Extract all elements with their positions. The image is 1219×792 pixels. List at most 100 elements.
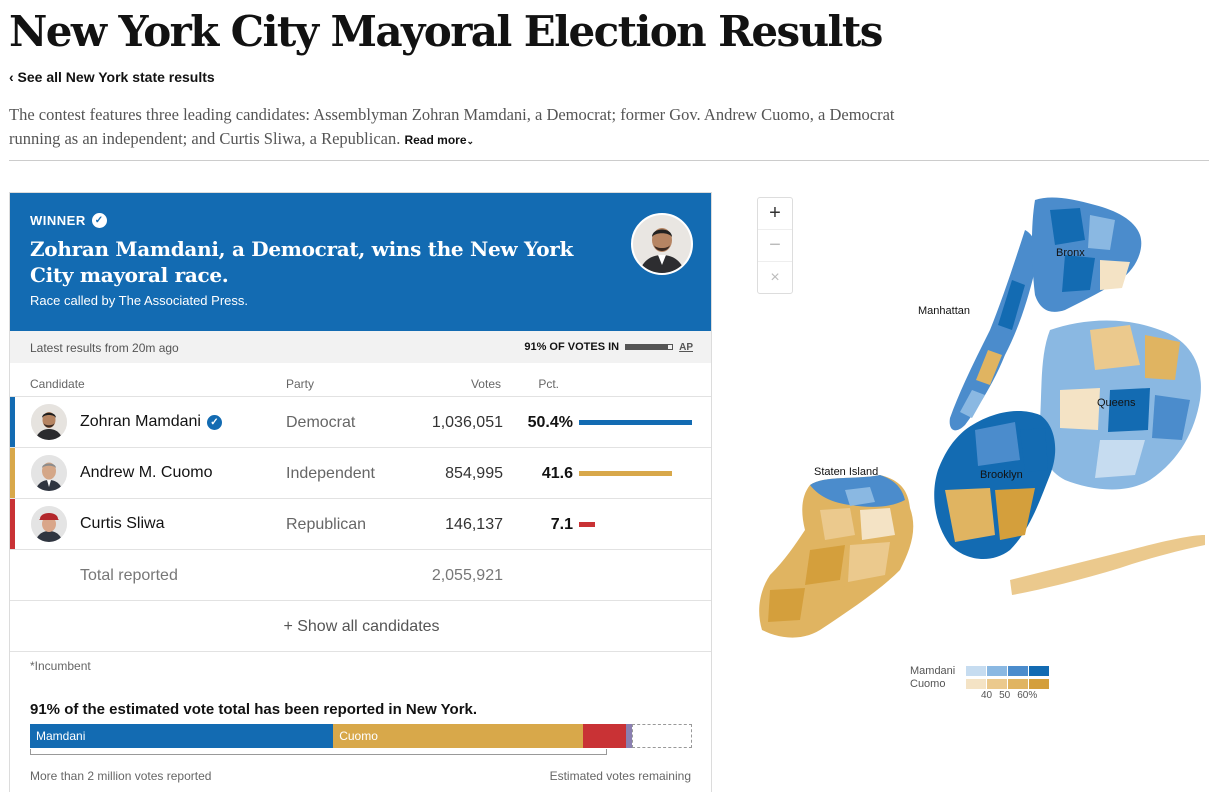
- check-icon: ✓: [91, 213, 107, 228]
- candidate-party: Democrat: [286, 414, 356, 431]
- divider: [9, 160, 1209, 161]
- legend-swatches-cuomo: [966, 678, 1050, 689]
- chevron-down-icon: ⌄: [466, 136, 475, 146]
- votes-reported-label: More than 2 million votes reported: [30, 769, 212, 783]
- pct-bar: [579, 471, 672, 476]
- estimated-vote-heading: 91% of the estimated vote total has been…: [30, 701, 478, 718]
- legend-swatch: [1029, 665, 1049, 676]
- legend-swatch: [1008, 665, 1028, 676]
- candidate-name-text: Zohran Mamdani: [80, 413, 201, 430]
- candidate-name: Curtis Sliwa: [80, 515, 164, 533]
- header-pct: Pct.: [538, 377, 559, 391]
- legend-swatches-mamdani: [966, 665, 1050, 676]
- votes-remaining-label: Estimated votes remaining: [549, 769, 691, 783]
- candidate-party: Independent: [286, 465, 375, 482]
- legend-tick: 50: [999, 690, 1011, 701]
- read-more-link[interactable]: Read more⌄: [404, 133, 474, 147]
- ap-source-link[interactable]: AP: [679, 341, 693, 353]
- total-row: Total reported 2,055,921: [10, 549, 711, 600]
- show-all-candidates-button[interactable]: + Show all candidates: [283, 618, 440, 635]
- avatar: [31, 455, 67, 491]
- map-label-manhattan: Manhattan: [918, 305, 970, 317]
- votes-in-text: 91% OF VOTES IN: [524, 341, 620, 353]
- zoom-in-button[interactable]: +: [758, 198, 792, 230]
- legend-row-cuomo: Cuomo: [910, 677, 1050, 690]
- intro-body: The contest features three leading candi…: [9, 105, 895, 148]
- candidate-votes: 854,995: [445, 465, 503, 482]
- candidate-pct: 41.6: [541, 465, 573, 482]
- votes-in-indicator: 91% OF VOTES IN AP: [524, 341, 693, 353]
- divider: [10, 651, 711, 652]
- incumbent-note: *Incumbent: [30, 659, 91, 673]
- table-row: Curtis Sliwa Republican 146,137 7.1: [10, 498, 711, 549]
- estimated-vote-bar: Mamdani Cuomo: [30, 724, 692, 748]
- read-more-label: Read more: [404, 133, 467, 147]
- map-label-bronx: Bronx: [1056, 247, 1085, 259]
- estimate-segment: Cuomo: [333, 724, 584, 748]
- estimate-remaining-segment: [632, 724, 692, 748]
- legend-swatch: [987, 678, 1007, 689]
- status-bar: Latest results from 20m ago 91% OF VOTES…: [10, 331, 711, 363]
- legend-label-cuomo: Cuomo: [910, 677, 946, 690]
- estimate-segment: Mamdani: [30, 724, 334, 748]
- page-title: New York City Mayoral Election Results: [9, 7, 883, 56]
- winner-photo: [631, 213, 693, 275]
- votes-in-meter: [625, 344, 674, 350]
- legend-swatch: [987, 665, 1007, 676]
- map-legend: Mamdani Cuomo 40 50 60%: [910, 664, 1050, 701]
- legend-swatch: [966, 665, 986, 676]
- map-label-staten-island: Staten Island: [814, 466, 879, 478]
- header-candidate: Candidate: [30, 377, 85, 391]
- nyc-precinct-map[interactable]: [750, 190, 1210, 650]
- results-card: WINNER ✓ Zohran Mamdani, a Democrat, win…: [9, 192, 712, 792]
- legend-tick: 60%: [1017, 690, 1038, 701]
- intro-text: The contest features three leading candi…: [9, 103, 909, 153]
- staten-island-shape: [759, 475, 914, 638]
- legend-swatch: [1029, 678, 1049, 689]
- legend-label-mamdani: Mamdani: [910, 664, 956, 677]
- avatar: [31, 506, 67, 542]
- winner-tag: WINNER ✓: [30, 213, 693, 228]
- winner-banner: WINNER ✓ Zohran Mamdani, a Democrat, win…: [10, 193, 711, 331]
- candidate-pct: 7.1: [550, 516, 573, 533]
- winner-label: WINNER: [30, 213, 86, 228]
- candidate-pct: 50.4%: [527, 414, 573, 431]
- candidate-votes: 146,137: [445, 516, 503, 533]
- zoom-out-button[interactable]: −: [758, 230, 792, 262]
- reported-bracket: [30, 749, 607, 755]
- winner-headline: Zohran Mamdani, a Democrat, wins the New…: [30, 237, 574, 287]
- legend-swatch: [966, 678, 986, 689]
- legend-swatch: [1008, 678, 1028, 689]
- candidate-name-text: Curtis Sliwa: [80, 515, 165, 532]
- legend-row-mamdani: Mamdani: [910, 664, 1050, 677]
- results-map[interactable]: Bronx Manhattan Queens Staten Island Bro…: [750, 190, 1210, 650]
- candidate-votes: 1,036,051: [431, 414, 503, 431]
- header-party: Party: [286, 377, 315, 391]
- votes-in-fill: [626, 345, 668, 349]
- candidate-name: Zohran Mamdani ✓: [80, 413, 222, 431]
- table-row: Zohran Mamdani ✓ Democrat 1,036,051 50.4…: [10, 396, 711, 447]
- total-votes: 2,055,921: [431, 567, 503, 584]
- candidate-party: Republican: [286, 516, 367, 533]
- party-color-strip: [10, 397, 15, 447]
- total-label: Total reported: [80, 567, 178, 584]
- latest-results-time: Latest results from 20m ago: [30, 341, 179, 355]
- pct-bar: [579, 522, 595, 527]
- winner-check-icon: ✓: [206, 414, 222, 430]
- candidate-name: Andrew M. Cuomo: [80, 464, 213, 482]
- map-zoom-controls: + − ×: [757, 197, 793, 294]
- map-label-brooklyn: Brooklyn: [980, 469, 1023, 481]
- show-all-row: + Show all candidates: [10, 600, 711, 651]
- pct-bar: [579, 420, 692, 425]
- reset-zoom-button[interactable]: ×: [770, 268, 780, 286]
- avatar: [31, 404, 67, 440]
- legend-tick: 40: [981, 690, 993, 701]
- table-row: Andrew M. Cuomo Independent 854,995 41.6: [10, 447, 711, 498]
- party-color-strip: [10, 448, 15, 498]
- boroughs-shape: [934, 197, 1205, 595]
- legend-ticks: 40 50 60%: [981, 690, 1051, 701]
- race-called-by: Race called by The Associated Press.: [30, 293, 248, 308]
- header-votes: Votes: [470, 377, 501, 391]
- see-all-state-results-link[interactable]: ‹ See all New York state results: [9, 69, 215, 85]
- estimate-segment: [583, 724, 627, 748]
